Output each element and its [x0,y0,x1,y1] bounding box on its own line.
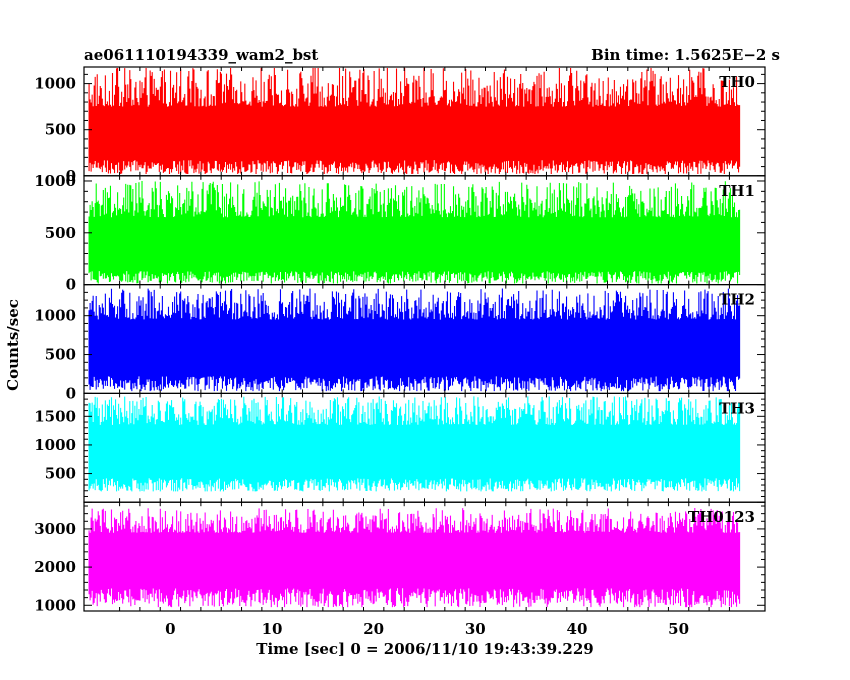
panel-label-th3: TH3 [719,399,755,417]
bin-time-title: Bin time: 1.5625E−2 s [591,46,780,64]
x-tick-label: 40 [567,620,588,638]
light-curve-core-th2 [89,332,740,364]
panel-label-th0: TH0 [719,73,755,91]
y-axis-label: Counts/sec [4,299,22,391]
panel-label-th1: TH1 [719,182,755,200]
x-tick-label: 10 [262,620,283,638]
y-tick-label: 0 [66,276,76,294]
x-tick-label: 0 [165,620,175,638]
panel-th1: 0 500 1000 TH1 [34,172,766,294]
y-tick-label: 0 [66,167,76,185]
y-tick-label: 1000 [34,172,76,190]
x-tick-label: 20 [363,620,384,638]
y-tick-label: 1000 [34,596,76,614]
y-tick-label: 500 [45,346,76,364]
x-tick-label: 50 [668,620,689,638]
light-curve-core-th0 [89,122,740,152]
light-curve-core-th3 [89,434,740,464]
panel-th0123: 1000 2000 3000 TH0123 [34,501,766,614]
y-tick-label: 500 [45,224,76,242]
y-tick-label: 0 [66,384,76,402]
y-tick-label: 500 [45,121,76,139]
panel-label-th0123: TH0123 [688,508,755,526]
y-tick-label: 1000 [34,75,76,93]
y-tick-label: 1000 [34,436,76,454]
light-curve-th0 [88,68,741,174]
observation-id-title: ae061110194339_wam2_bst [84,46,318,64]
x-tick-label: 30 [465,620,486,638]
panel-th0: 0 500 1000 TH0 [34,66,766,185]
x-axis-label: Time [sec] 0 = 2006/11/10 19:43:39.229 [256,640,593,658]
y-tick-label: 1500 [34,407,76,425]
panel-th3: 500 1000 1500 TH3 [34,392,766,503]
y-tick-label: 3000 [34,520,76,538]
panel-th2: 0 500 1000 TH2 [34,284,766,402]
light-curve-core-th0123 [89,543,740,574]
y-tick-label: 1000 [34,307,76,325]
panel-label-th2: TH2 [719,291,755,309]
y-tick-label: 2000 [34,558,76,576]
y-tick-label: 500 [45,465,76,483]
light-curve-core-th1 [89,232,740,262]
